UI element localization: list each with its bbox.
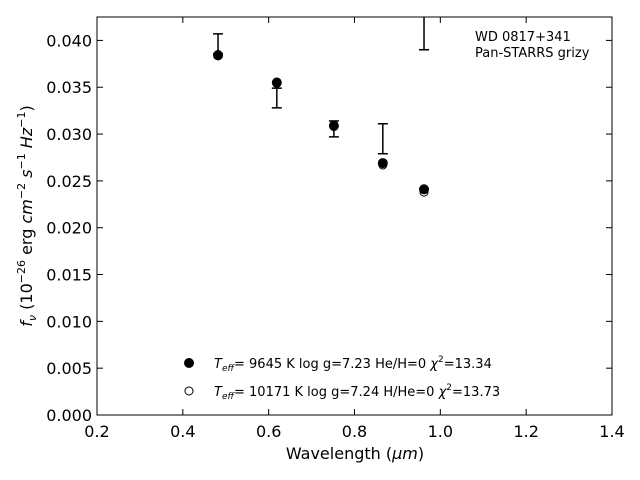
y-tick-label: 0.025: [46, 172, 92, 191]
y-tick-label: 0.035: [46, 78, 92, 97]
x-tick-label: 0.4: [170, 422, 195, 441]
x-label-close: ): [418, 444, 424, 463]
annotation: WD 0817+341 Pan-STARRS grizy: [475, 30, 590, 61]
x-tick-label: 0.2: [84, 422, 109, 441]
y-label-exp4: −1: [15, 112, 28, 128]
legend-label-open: Teff= 10171 K log g=7.24 H/He=0 χ2=13.73: [214, 383, 500, 402]
y-tick-label: 0.000: [46, 406, 92, 425]
data-layer: [213, 17, 430, 197]
y-tick-label: 0.015: [46, 266, 92, 285]
legend-chi: χ: [438, 385, 448, 400]
legend-sup: 2: [446, 383, 452, 393]
legend-label-filled: Teff= 9645 K log g=7.23 He/H=0 χ2=13.34: [214, 355, 492, 374]
y-tick-label: 0.030: [46, 125, 92, 144]
legend-val: =13.73: [452, 385, 500, 400]
y-label-hz: Hz: [17, 127, 36, 153]
model-point-filled: [419, 184, 430, 195]
legend-rest: = 9645 K log g=7.23 He/H=0: [234, 357, 430, 372]
legend-chi: χ: [429, 357, 439, 372]
model-point-filled: [271, 77, 282, 88]
y-tick-label: 0.020: [46, 219, 92, 238]
legend-sup: 2: [438, 355, 444, 365]
legend-rest: = 10171 K log g=7.24 H/He=0: [234, 385, 439, 400]
x-label-unit: μm: [391, 444, 418, 463]
y-label-exp1: −26: [15, 260, 28, 283]
legend-sub: eff: [222, 364, 236, 374]
y-label-close: ): [17, 105, 36, 111]
legend: Teff= 9645 K log g=7.23 He/H=0 χ2=13.34 …: [184, 355, 500, 402]
legend-val: =13.34: [444, 357, 492, 372]
y-label-exp2: −2: [15, 183, 28, 199]
legend-t: T: [214, 357, 223, 372]
y-label-erg: erg: [17, 224, 36, 260]
model-point-filled: [328, 120, 339, 131]
tick-layer: 0.2 0.4 0.6 0.8 1.0 1.2 1.4 0.000 0.005 0.010 0.01…: [46, 17, 625, 441]
plot-frame: [96, 16, 613, 416]
x-tick-label: 0.6: [256, 422, 281, 441]
y-label-f: f: [17, 319, 36, 327]
legend-marker-open: [184, 386, 194, 396]
legend-sub: eff: [222, 392, 236, 402]
x-tick-label: 1.0: [428, 422, 453, 441]
y-label-exp3: −1: [15, 153, 28, 169]
annotation-object: WD 0817+341: [475, 30, 571, 45]
model-point-filled: [377, 158, 388, 169]
legend-t: T: [214, 385, 223, 400]
x-tick-label: 1.4: [599, 422, 624, 441]
annotation-survey: Pan-STARRS grizy: [475, 46, 590, 61]
y-tick-label: 0.040: [46, 31, 92, 50]
y-label-nu: ν: [26, 315, 39, 321]
y-label-cm: cm: [17, 199, 36, 223]
legend-marker-filled: [184, 358, 194, 368]
x-tick-label: 1.2: [513, 422, 538, 441]
y-label-open: (10: [17, 283, 36, 315]
y-tick-label: 0.005: [46, 359, 92, 378]
x-axis-label: Wavelength (μm): [286, 444, 424, 463]
y-tick-label: 0.010: [46, 312, 92, 331]
model-point-filled: [213, 50, 224, 61]
y-axis-label: fν (10−26 erg cm−2 s−1 Hz−1): [15, 105, 39, 326]
y-label-s: s: [17, 170, 36, 183]
x-tick-label: 0.8: [342, 422, 367, 441]
x-label-main: Wavelength (: [286, 444, 392, 463]
